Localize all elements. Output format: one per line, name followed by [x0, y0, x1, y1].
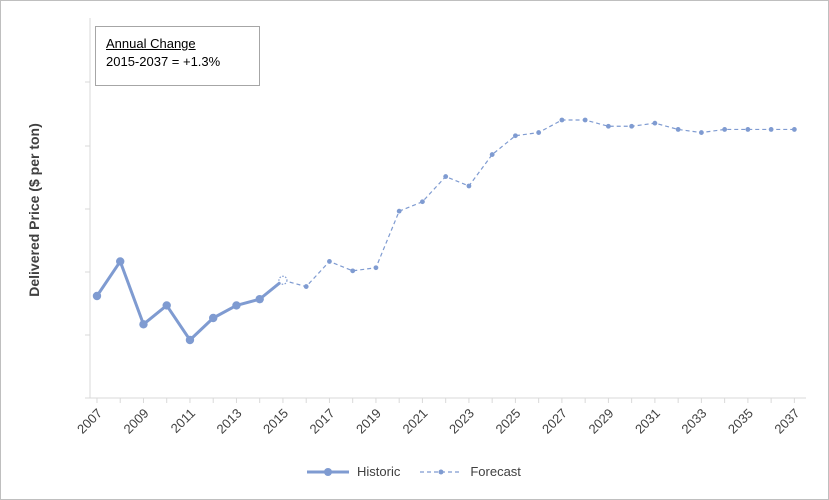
forecast-point [303, 284, 309, 289]
legend-historic-swatch [307, 467, 349, 476]
legend: Historic Forecast [305, 464, 521, 479]
x-tick-label: 2009 [121, 406, 152, 437]
legend-forecast-label: Forecast [470, 464, 521, 479]
forecast-point [513, 133, 518, 139]
forecast-point [745, 127, 751, 132]
historic-point [232, 301, 241, 310]
historic-point [209, 313, 218, 323]
x-tick-label: 2017 [307, 406, 338, 437]
forecast-point [582, 117, 588, 123]
forecast-point [373, 265, 379, 271]
x-tick-label: 2031 [632, 406, 663, 437]
forecast-point [629, 123, 635, 129]
x-tick-label: 2011 [168, 406, 198, 436]
historic-point [185, 335, 195, 345]
forecast-point [327, 259, 332, 264]
x-tick-label: 2019 [353, 406, 384, 437]
x-tick-label: 2021 [399, 406, 430, 437]
historic-line [95, 259, 284, 342]
x-tick-label: 2015 [260, 406, 291, 437]
x-tick-label: 2025 [492, 406, 523, 437]
forecast-point [675, 127, 681, 132]
forecast-point [722, 127, 728, 132]
forecast-point [466, 183, 472, 189]
forecast-point [652, 120, 658, 126]
historic-point [92, 291, 102, 301]
forecast-point [443, 174, 449, 179]
historic-point [116, 257, 125, 266]
forecast-line [282, 119, 795, 288]
x-tick-label: 2029 [585, 406, 616, 437]
historic-point [139, 320, 148, 329]
forecast-point [350, 268, 356, 274]
x-tick-label: 2033 [678, 406, 709, 437]
annual-change-value: 2015-2037 = +1.3% [106, 54, 221, 69]
x-tick-label: 2027 [539, 406, 570, 437]
forecast-point [606, 123, 611, 129]
forecast-point [768, 127, 774, 132]
forecast-point [420, 199, 425, 205]
annual-change-box: Annual Change 2015-2037 = +1.3% [95, 26, 260, 86]
historic-point [162, 301, 171, 310]
legend-forecast-swatch [420, 469, 463, 474]
forecast-point [536, 130, 542, 135]
x-tick-label: 2007 [74, 406, 105, 437]
forecast-point [489, 152, 495, 157]
forecast-point [559, 117, 565, 123]
historic-point [255, 294, 264, 304]
forecast-point [698, 130, 704, 135]
forecast-point [396, 208, 402, 214]
y-axis-label: Delivered Price ($ per ton) [26, 123, 42, 297]
x-tick-label: 2037 [771, 406, 802, 437]
annual-change-title: Annual Change [106, 36, 196, 51]
forecast-point [791, 127, 797, 132]
legend-historic-label: Historic [357, 464, 401, 479]
legend-item-forecast: Forecast [418, 464, 521, 479]
legend-item-historic: Historic [305, 464, 400, 479]
x-tick-label: 2023 [446, 406, 477, 437]
x-tick-label: 2035 [725, 406, 756, 437]
x-tick-label: 2013 [214, 406, 245, 437]
historic-point [278, 275, 288, 285]
